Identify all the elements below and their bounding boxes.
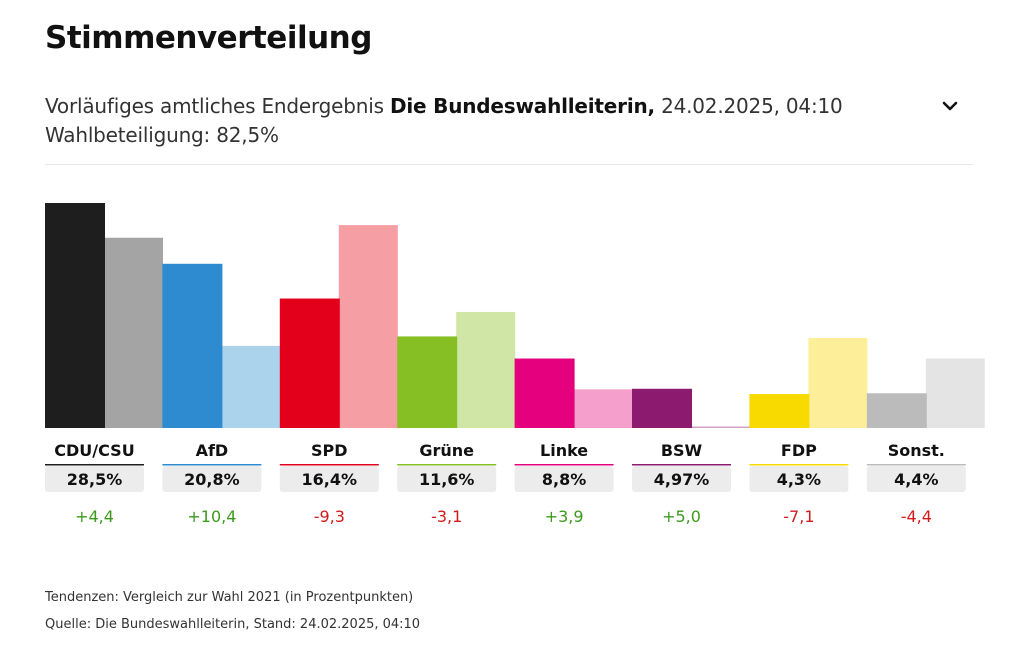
bar-previous-0	[104, 237, 163, 428]
value-box-6	[749, 466, 849, 492]
party-label: Grüne	[419, 441, 474, 460]
bar-current-4	[514, 358, 575, 428]
party-label: BSW	[661, 441, 703, 460]
change-label: +4,4	[75, 507, 114, 526]
bar-current-2	[279, 298, 340, 428]
value-box-5	[632, 466, 731, 492]
page-title: Stimmenverteilung	[45, 20, 372, 56]
party-underline-3	[397, 464, 497, 466]
bar-current-1	[162, 263, 223, 428]
change-label: +10,4	[187, 507, 236, 526]
value-box-1	[162, 466, 262, 492]
party-underline-4	[514, 464, 614, 466]
value-box-7	[866, 466, 966, 492]
bar-previous-2	[338, 225, 398, 428]
change-label: +3,9	[545, 507, 584, 526]
vote-share-label: 4,97%	[654, 470, 710, 489]
change-label: -7,1	[783, 507, 814, 526]
party-underline-1	[162, 464, 262, 466]
change-label: +5,0	[662, 507, 701, 526]
vote-share-label: 20,8%	[184, 470, 240, 489]
vote-share-label: 4,4%	[894, 470, 938, 489]
value-box-3	[397, 466, 497, 492]
bar-current-6	[749, 394, 810, 428]
party-label: CDU/CSU	[54, 441, 134, 460]
party-underline-2	[279, 464, 379, 466]
bar-previous-4	[573, 389, 633, 428]
result-status-label: Vorläufiges amtliches Endergebnis	[45, 94, 390, 118]
bar-current-0	[45, 203, 105, 428]
bar-previous-5	[691, 426, 750, 428]
value-box-2	[279, 466, 379, 492]
bar-current-7	[866, 393, 927, 428]
comparison-note: Tendenzen: Vergleich zur Wahl 2021 (in P…	[45, 590, 414, 605]
party-label: SPD	[311, 441, 348, 460]
vote-share-label: 28,5%	[67, 470, 123, 489]
party-underline-6	[749, 464, 849, 466]
bar-previous-3	[456, 311, 516, 428]
source-note: Quelle: Die Bundeswahlleiterin, Stand: 2…	[45, 617, 421, 632]
bar-previous-6	[808, 338, 868, 428]
value-box-0	[45, 466, 144, 492]
vote-share-label: 16,4%	[302, 470, 358, 489]
value-box-4	[514, 466, 614, 492]
result-status: Vorläufiges amtliches Endergebnis Die Bu…	[45, 94, 843, 118]
header-divider	[45, 164, 973, 165]
bar-current-3	[397, 336, 458, 428]
party-label: FDP	[781, 441, 817, 460]
vote-share-label: 11,6%	[419, 470, 475, 489]
party-underline-0	[45, 464, 144, 466]
result-source: Die Bundeswahlleiterin,	[390, 94, 655, 118]
vote-share-label: 4,3%	[777, 470, 821, 489]
chevron-down-icon[interactable]	[938, 97, 962, 117]
party-label: Linke	[540, 441, 588, 460]
result-timestamp: 24.02.2025, 04:10	[654, 94, 843, 118]
vote-share-label: 8,8%	[542, 470, 586, 489]
party-label: Sonst.	[888, 441, 945, 460]
bar-previous-7	[925, 358, 985, 428]
change-label: -3,1	[431, 507, 462, 526]
change-label: -9,3	[314, 507, 345, 526]
change-label: -4,4	[901, 507, 932, 526]
party-label: AfD	[196, 441, 229, 460]
party-underline-7	[866, 464, 966, 466]
turnout: Wahlbeteiligung: 82,5%	[45, 123, 279, 147]
party-underline-5	[632, 464, 731, 466]
bar-previous-1	[221, 345, 281, 428]
bar-current-5	[632, 388, 692, 428]
